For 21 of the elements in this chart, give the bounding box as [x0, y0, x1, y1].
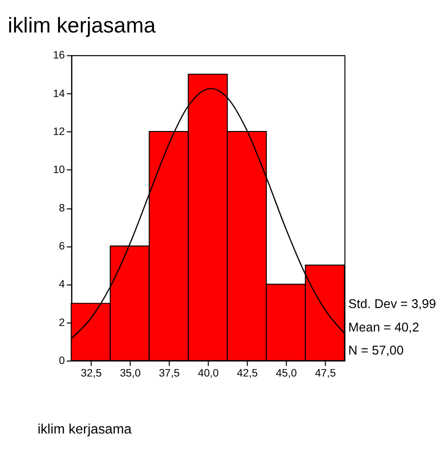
- y-tick-label: 16: [52, 50, 65, 62]
- text: Mean = 40,2: [348, 320, 420, 334]
- x-tick-label: 35,0: [120, 368, 141, 380]
- y-tick-label: 14: [52, 88, 65, 100]
- x-tick-label: 47,5: [314, 368, 336, 380]
- chart-title: iklim kerjasama: [8, 14, 156, 38]
- x-tick-label: 42,5: [236, 368, 258, 380]
- text: Std. Dev = 3,99: [348, 296, 436, 311]
- y-tick-label: 0: [58, 354, 65, 367]
- y-tick-label: 4: [58, 278, 65, 291]
- x-axis-title: iklim kerjasama: [38, 421, 132, 436]
- y-tick-label: 6: [58, 240, 65, 252]
- y-tick-label: 12: [52, 126, 65, 138]
- y-tick-label: 10: [52, 164, 65, 176]
- x-tick-label: 32,5: [80, 368, 102, 380]
- x-tick-label: 40,0: [198, 368, 219, 380]
- y-tick-label: 8: [58, 202, 65, 214]
- x-tick-label: 45,0: [276, 368, 297, 380]
- text: N = 57,00: [348, 344, 404, 358]
- y-tick-label: 2: [58, 316, 65, 329]
- x-tick-label: 37,5: [158, 368, 180, 380]
